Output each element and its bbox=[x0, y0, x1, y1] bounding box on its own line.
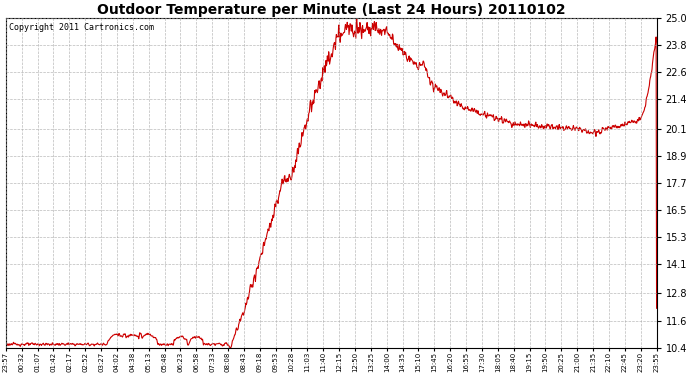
Title: Outdoor Temperature per Minute (Last 24 Hours) 20110102: Outdoor Temperature per Minute (Last 24 … bbox=[97, 3, 566, 17]
Text: Copyright 2011 Cartronics.com: Copyright 2011 Cartronics.com bbox=[9, 23, 154, 32]
